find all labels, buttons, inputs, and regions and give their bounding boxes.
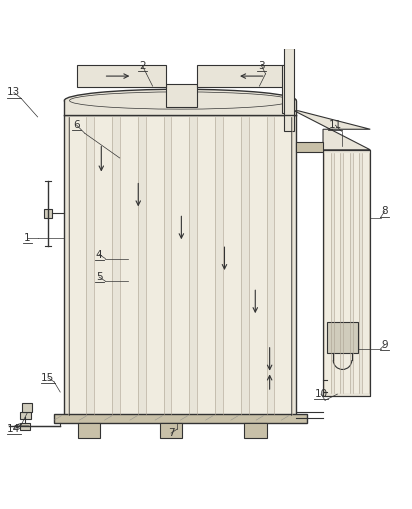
Bar [296,142,323,152]
Bar [64,100,296,115]
Bar [274,117,293,415]
Bar [166,84,197,107]
Text: 8: 8 [381,206,388,216]
Text: 2: 2 [139,61,146,71]
Bar [64,100,296,115]
Text: 7: 7 [168,428,174,438]
Bar [197,65,292,88]
Text: 3: 3 [258,61,265,71]
Text: 1: 1 [24,233,31,243]
Bar [64,115,296,417]
Text: 15: 15 [41,373,54,383]
Text: 9: 9 [381,340,388,350]
Text: 13: 13 [7,88,21,97]
Bar [323,150,370,396]
Text: 11: 11 [329,120,342,130]
Bar [68,117,86,415]
Bar [282,65,292,113]
Bar [20,412,31,419]
Bar [78,423,100,438]
Text: 10: 10 [314,389,328,399]
Bar [145,117,164,415]
Bar [94,117,112,415]
Bar [343,153,350,393]
Bar [244,423,267,438]
Text: 5: 5 [96,272,103,282]
Bar [324,153,331,393]
Bar [120,117,138,415]
Bar [44,209,52,218]
Bar [64,115,296,417]
Bar [284,48,294,131]
Bar [327,322,358,353]
Bar [160,423,183,438]
Bar [334,153,340,393]
Bar [223,117,241,415]
Text: 6: 6 [73,120,80,130]
Bar [323,150,370,396]
Bar [353,153,359,393]
Bar [171,117,190,415]
Bar [249,117,267,415]
Bar [362,153,369,393]
Bar [21,423,30,430]
Bar [22,403,32,412]
Bar [197,117,215,415]
Bar [77,65,166,88]
Polygon shape [294,111,370,150]
Ellipse shape [64,89,296,112]
Text: 4: 4 [96,249,103,260]
Bar [54,414,307,423]
Text: 14: 14 [7,424,21,434]
